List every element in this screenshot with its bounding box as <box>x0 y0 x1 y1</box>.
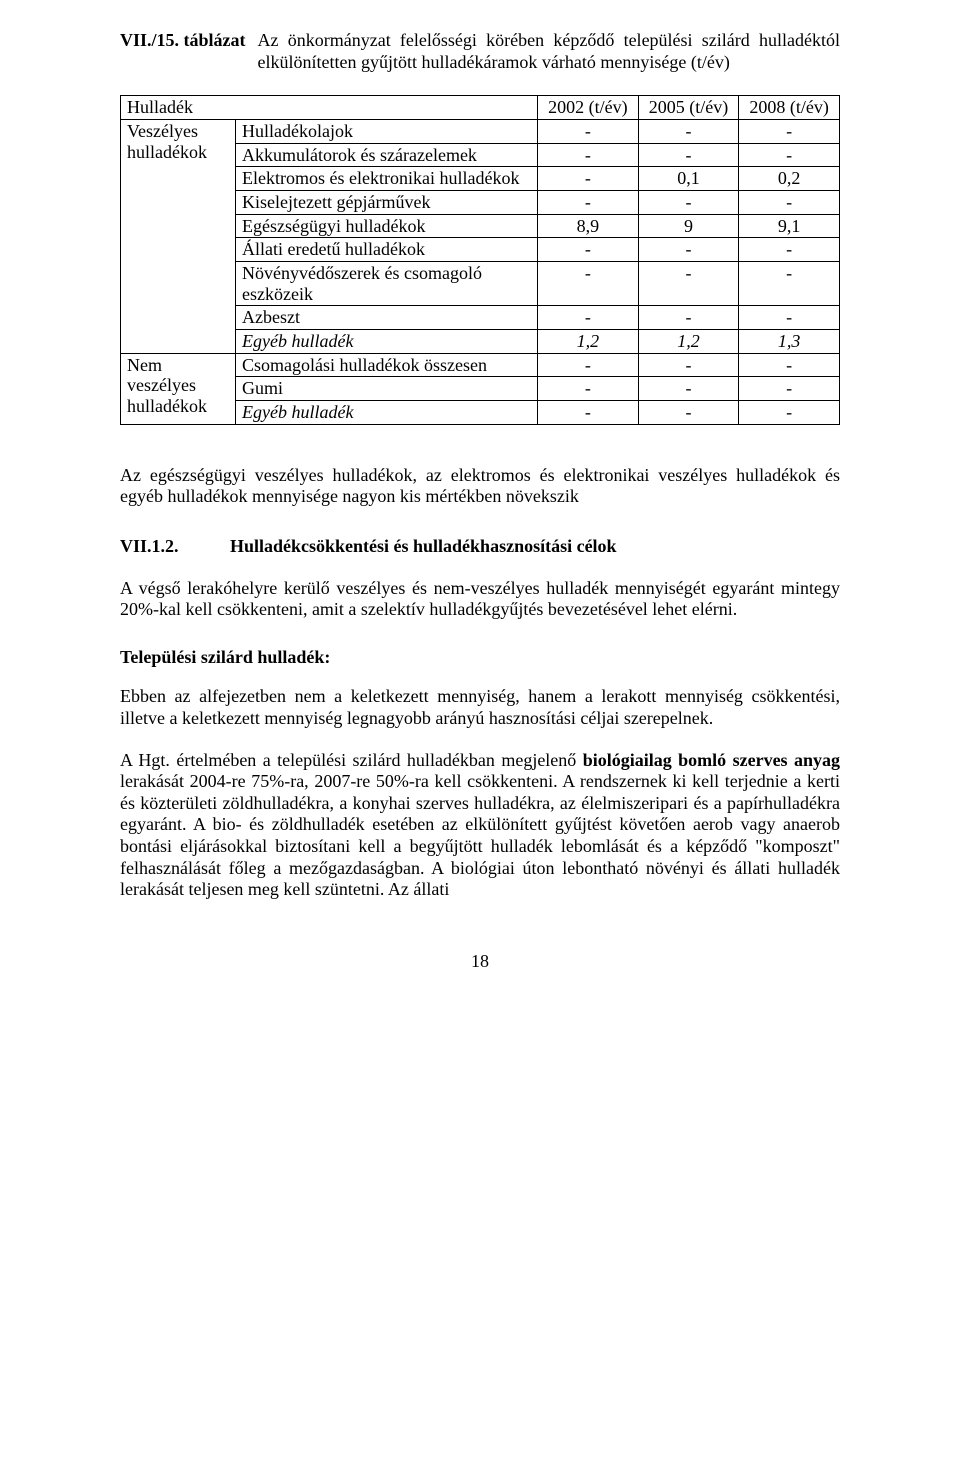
paragraph-subsection-intro: Ebben az alfejezetben nem a keletkezett … <box>120 686 840 729</box>
row-val: - <box>638 262 739 306</box>
row-val: - <box>739 238 840 262</box>
paragraph-increase-note: Az egészségügyi veszélyes hulladékok, az… <box>120 465 840 508</box>
row-val: - <box>538 262 639 306</box>
para4-bold: biológiailag bomló szerves anyag <box>583 750 840 770</box>
row-val: - <box>739 353 840 377</box>
header-rowlabel: Hulladék <box>121 96 538 120</box>
row-name: Azbeszt <box>236 306 538 330</box>
row-val: 8,9 <box>538 214 639 238</box>
group-label-nonhazardous: Nem veszélyes hulladékok <box>121 353 236 424</box>
row-name: Egyéb hulladék <box>236 330 538 354</box>
row-name: Hulladékolajok <box>236 119 538 143</box>
row-name: Növényvédőszerek és csomagoló eszközeik <box>236 262 538 306</box>
para4-prefix: A Hgt. értelmében a települési szilárd h… <box>120 750 583 770</box>
row-val: 0,2 <box>739 167 840 191</box>
row-name: Csomagolási hulladékok összesen <box>236 353 538 377</box>
row-val: 0,1 <box>638 167 739 191</box>
row-val: - <box>739 190 840 214</box>
table-header-row: Hulladék 2002 (t/év) 2005 (t/év) 2008 (t… <box>121 96 840 120</box>
row-val: 1,3 <box>739 330 840 354</box>
row-val: - <box>538 238 639 262</box>
row-val: - <box>538 401 639 425</box>
table-caption: VII./15. táblázat Az önkormányzat felelő… <box>120 30 840 73</box>
page-number: 18 <box>120 951 840 973</box>
row-val: - <box>739 306 840 330</box>
waste-projection-table: Hulladék 2002 (t/év) 2005 (t/év) 2008 (t… <box>120 95 840 425</box>
table-row: Nem veszélyes hulladékok Csomagolási hul… <box>121 353 840 377</box>
row-val: - <box>638 238 739 262</box>
row-val: 9,1 <box>739 214 840 238</box>
row-val: - <box>638 306 739 330</box>
row-val: - <box>739 377 840 401</box>
row-val: - <box>638 143 739 167</box>
row-name: Állati eredetű hulladékok <box>236 238 538 262</box>
table-caption-label: VII./15. táblázat <box>120 30 258 52</box>
row-val: - <box>739 119 840 143</box>
paragraph-reduction-goal: A végső lerakóhelyre kerülő veszélyes és… <box>120 578 840 621</box>
row-val: - <box>739 262 840 306</box>
row-name: Egészségügyi hulladékok <box>236 214 538 238</box>
para4-suffix: lerakását 2004-re 75%-ra, 2007-re 50%-ra… <box>120 771 840 899</box>
row-val: - <box>638 119 739 143</box>
row-val: - <box>739 143 840 167</box>
row-val: - <box>638 377 739 401</box>
section-heading: VII.1.2. Hulladékcsökkentési és hulladék… <box>120 536 840 558</box>
row-val: - <box>538 119 639 143</box>
row-val: 9 <box>638 214 739 238</box>
paragraph-hgt: A Hgt. értelmében a települési szilárd h… <box>120 750 840 901</box>
header-year-2002: 2002 (t/év) <box>538 96 639 120</box>
section-number: VII.1.2. <box>120 536 230 558</box>
row-name: Gumi <box>236 377 538 401</box>
sub-heading-municipal-solid: Települési szilárd hulladék: <box>120 647 840 669</box>
table-row: Veszélyes hulladékok Hulladékolajok - - … <box>121 119 840 143</box>
row-val: - <box>538 143 639 167</box>
row-name: Egyéb hulladék <box>236 401 538 425</box>
row-val: - <box>538 190 639 214</box>
group-label-hazardous: Veszélyes hulladékok <box>121 119 236 353</box>
row-val: - <box>638 401 739 425</box>
table-caption-text: Az önkormányzat felelősségi körében képz… <box>258 30 841 73</box>
row-val: - <box>638 190 739 214</box>
header-year-2005: 2005 (t/év) <box>638 96 739 120</box>
row-val: - <box>538 353 639 377</box>
row-val: 1,2 <box>638 330 739 354</box>
row-val: - <box>638 353 739 377</box>
row-val: - <box>538 377 639 401</box>
row-val: 1,2 <box>538 330 639 354</box>
row-name: Akkumulátorok és szárazelemek <box>236 143 538 167</box>
header-year-2008: 2008 (t/év) <box>739 96 840 120</box>
row-name: Elektromos és elektronikai hulladékok <box>236 167 538 191</box>
row-val: - <box>538 306 639 330</box>
section-title: Hulladékcsökkentési és hulladékhasznosít… <box>230 536 617 558</box>
row-val: - <box>538 167 639 191</box>
row-name: Kiselejtezett gépjárművek <box>236 190 538 214</box>
row-val: - <box>739 401 840 425</box>
